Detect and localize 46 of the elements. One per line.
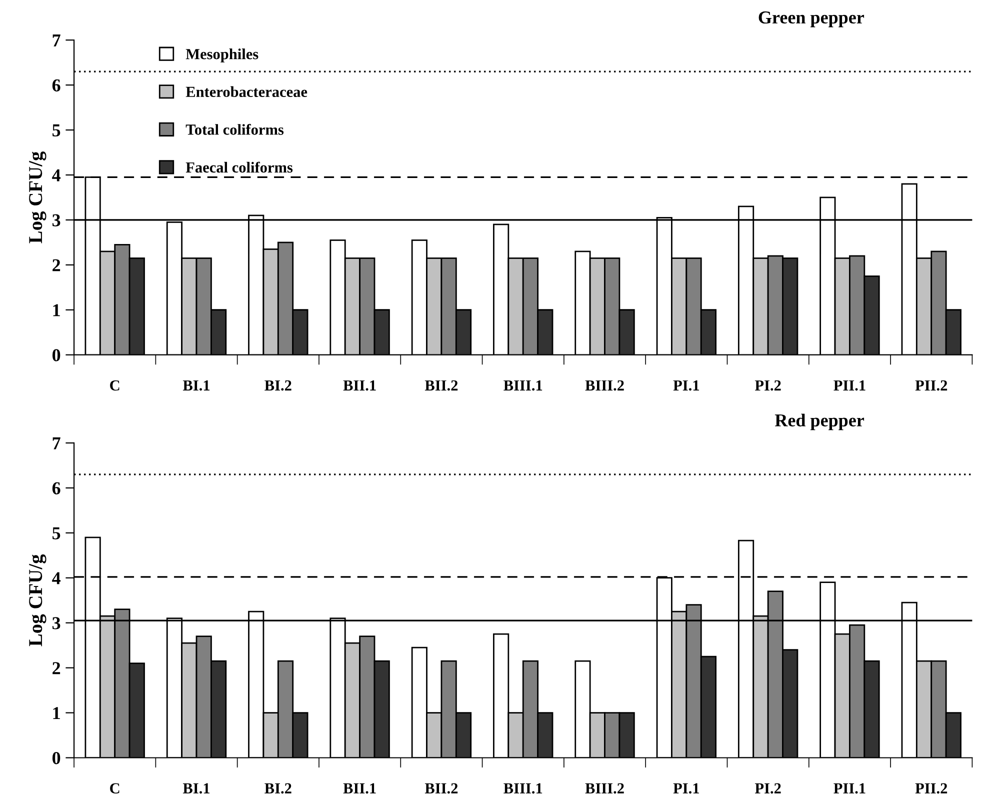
y-tick-label: 6: [52, 79, 60, 92]
x-tick-label: BII.2: [424, 783, 458, 794]
x-tick-label: PII.1: [834, 783, 866, 794]
x-tick-label: BII.2: [424, 380, 458, 391]
x-tick-label: BII.1: [343, 783, 376, 794]
x-tick-label: PII.1: [834, 380, 866, 391]
legend-label: Enterobacteraceae: [186, 86, 308, 98]
y-tick-label: 4: [52, 169, 60, 182]
x-tick-label: BIII.2: [585, 380, 624, 391]
x-tick-label: C: [110, 380, 120, 391]
x-tick-label: BI.2: [264, 380, 292, 391]
x-tick-label: C: [110, 783, 120, 794]
y-tick-label: 5: [52, 124, 60, 136]
legend-label: Mesophiles: [186, 48, 258, 62]
y-tick-label: 1: [53, 707, 60, 720]
y-tick-label: 7: [52, 437, 60, 450]
x-tick-label: BIII.2: [585, 783, 624, 794]
x-tick-label: PII.2: [915, 380, 948, 391]
x-tick-label: BI.2: [264, 783, 292, 794]
y-axis-title: Log CFU/g: [29, 554, 46, 646]
y-tick-label: 2: [52, 259, 60, 272]
y-tick-label: 0: [52, 349, 60, 362]
y-tick-label: 3: [52, 617, 60, 630]
y-tick-label: 7: [52, 34, 60, 46]
y-tick-label: 0: [52, 752, 60, 764]
x-tick-label: PI.2: [754, 783, 781, 794]
legend-label: Faecal coliforms: [186, 162, 293, 173]
y-tick-label: 3: [52, 214, 60, 226]
chart-title: Red pepper: [774, 414, 864, 430]
y-tick-label: 4: [52, 572, 60, 584]
y-tick-label: 1: [53, 304, 60, 316]
x-tick-label: PII.2: [915, 783, 948, 794]
x-tick-label: BI.1: [182, 380, 210, 391]
x-tick-label: PI.1: [673, 783, 699, 794]
x-tick-label: BIII.1: [504, 783, 542, 794]
x-tick-label: PI.2: [754, 380, 781, 391]
chart-title: Green pepper: [758, 11, 864, 28]
y-axis-title: Log CFU/g: [29, 151, 46, 244]
x-tick-label: PI.1: [673, 380, 699, 391]
x-tick-label: BII.1: [343, 380, 376, 391]
y-tick-label: 6: [52, 482, 60, 494]
x-tick-label: BIII.1: [504, 380, 542, 391]
legend-label: Total coliforms: [186, 124, 284, 135]
y-tick-label: 2: [52, 662, 60, 674]
y-tick-label: 5: [52, 527, 60, 540]
x-tick-label: BI.1: [182, 783, 210, 794]
